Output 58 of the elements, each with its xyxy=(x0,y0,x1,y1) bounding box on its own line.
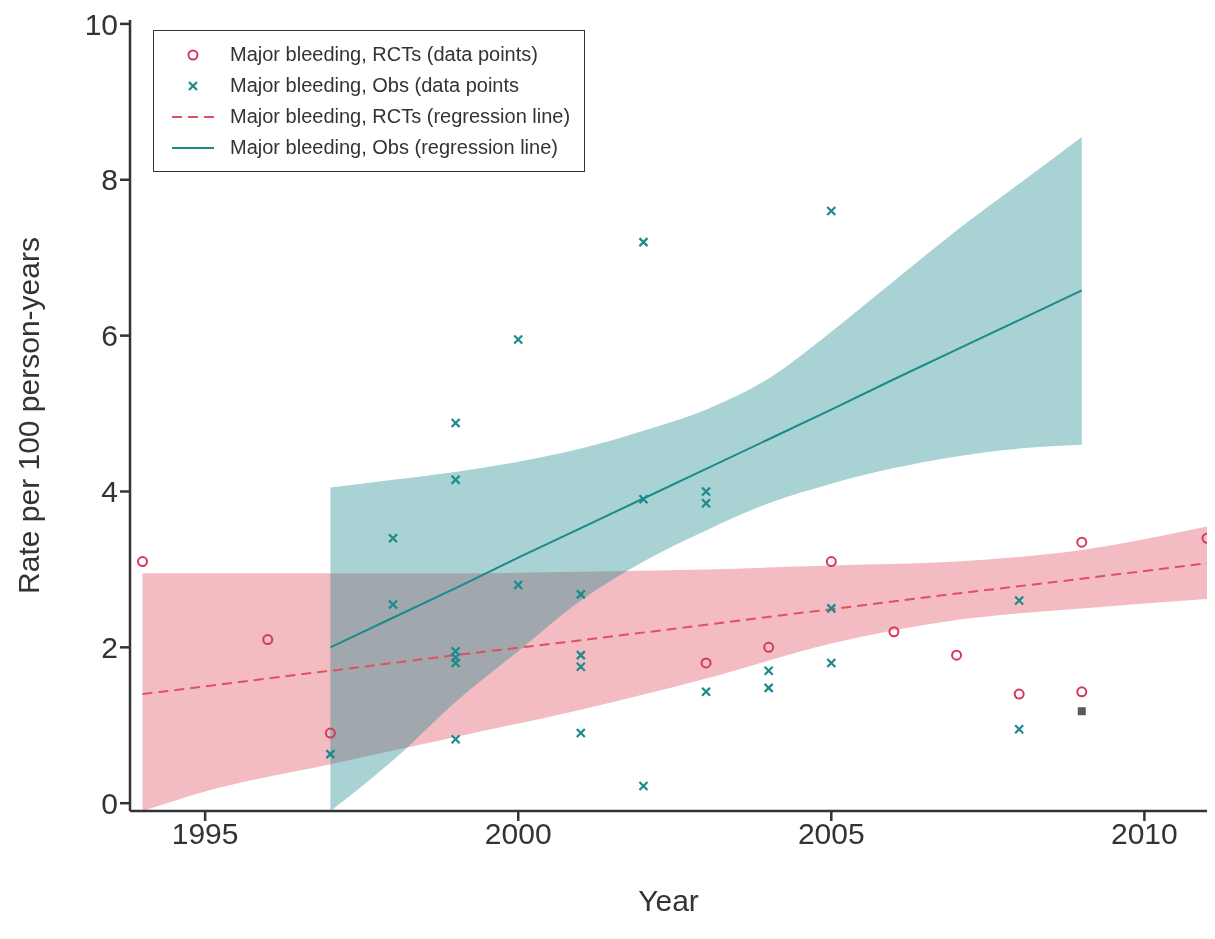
point xyxy=(1014,595,1025,606)
point xyxy=(638,780,649,792)
point xyxy=(1013,688,1025,700)
point xyxy=(1076,536,1088,548)
line-series xyxy=(141,562,1207,696)
legend-label: Major bleeding, Obs (regression line) xyxy=(230,136,558,159)
x-axis-title: Year xyxy=(638,884,699,917)
x-tick-label: 1995 xyxy=(171,817,239,851)
point xyxy=(826,603,837,614)
point xyxy=(826,657,837,669)
point xyxy=(450,734,461,745)
point xyxy=(763,682,774,693)
point xyxy=(826,205,837,217)
point xyxy=(387,599,399,610)
point xyxy=(575,650,586,661)
point xyxy=(513,334,524,345)
point xyxy=(638,494,649,505)
point xyxy=(262,634,274,646)
point xyxy=(763,665,774,676)
point xyxy=(951,649,963,661)
point xyxy=(387,533,399,544)
x-tick-label: 2010 xyxy=(1111,817,1178,851)
point xyxy=(450,417,461,428)
point xyxy=(450,474,461,485)
y-tick-label: 6 xyxy=(101,319,118,353)
point xyxy=(700,686,712,697)
point xyxy=(1077,707,1086,716)
point xyxy=(1014,724,1025,735)
point xyxy=(575,727,586,739)
x-tick-label: 2005 xyxy=(797,817,865,851)
legend-label: Major bleeding, RCTs (data points) xyxy=(230,43,538,66)
point xyxy=(450,657,461,669)
point xyxy=(825,556,837,568)
y-tick-label: 4 xyxy=(101,475,118,509)
y-tick-label: 10 xyxy=(84,7,118,41)
legend-label: Major bleeding, Obs (data points xyxy=(230,74,520,97)
point xyxy=(450,646,461,657)
line-series xyxy=(329,289,1083,649)
point xyxy=(324,727,336,739)
point xyxy=(575,661,586,672)
legend-label: Major bleeding, RCTs (regression line) xyxy=(230,105,571,128)
x-tick-label: 2000 xyxy=(484,817,552,851)
point xyxy=(513,579,524,591)
point xyxy=(137,556,149,568)
y-tick-label: 2 xyxy=(101,630,118,664)
point xyxy=(325,749,336,760)
point xyxy=(450,652,461,663)
point xyxy=(700,657,712,669)
point xyxy=(888,626,900,638)
point xyxy=(700,486,712,497)
point xyxy=(763,641,775,653)
y-axis-title: Rate per 100 person-years xyxy=(11,237,45,594)
point xyxy=(575,589,586,600)
point xyxy=(1076,686,1088,698)
y-tick-label: 0 xyxy=(101,786,118,820)
point xyxy=(638,237,649,248)
point xyxy=(700,498,712,509)
y-tick-label: 8 xyxy=(101,163,118,197)
